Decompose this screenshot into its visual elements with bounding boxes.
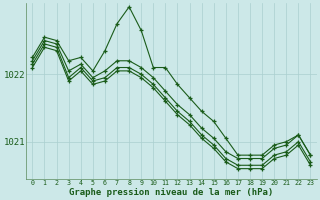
X-axis label: Graphe pression niveau de la mer (hPa): Graphe pression niveau de la mer (hPa) (69, 188, 274, 197)
